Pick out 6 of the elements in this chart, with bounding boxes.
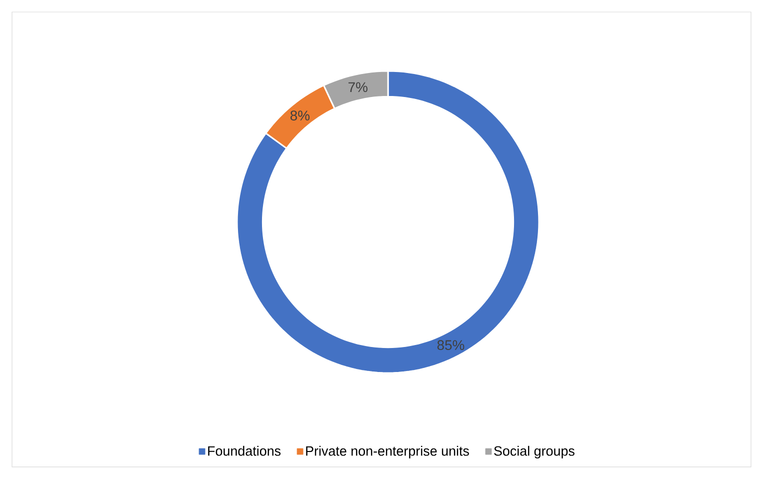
data-label: 7% [348, 82, 368, 92]
legend-label: Foundations [208, 446, 281, 456]
legend-label: Social groups [494, 446, 574, 458]
legend-label: Private non-enterprise units [306, 446, 469, 458]
data-label: 8% [290, 110, 310, 120]
data-label: 85% [437, 340, 464, 350]
